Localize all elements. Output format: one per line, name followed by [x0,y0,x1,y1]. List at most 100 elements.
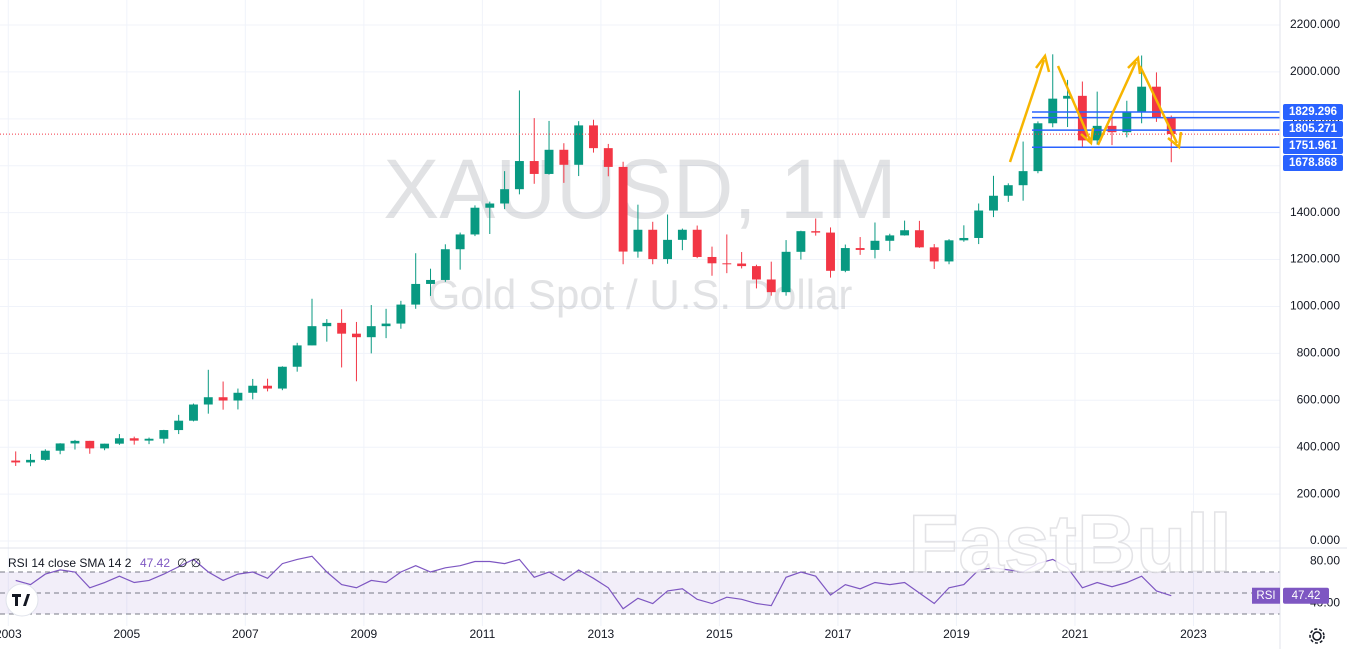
y-tick-label: 2200.000 [1290,17,1340,31]
candle-body [263,385,272,389]
candle-body [455,234,465,250]
arrow-head [1080,127,1095,146]
candle-body [248,385,258,393]
candle-body [352,333,361,338]
tradingview-logo[interactable] [5,583,39,617]
candle-body [663,239,672,260]
candle-body [1048,98,1058,124]
candle-body [1137,86,1147,113]
rsi-value: 47.42 [1292,590,1321,602]
candle-body [277,366,287,389]
x-tick-label: 2017 [825,627,852,641]
candle-body [514,161,524,190]
pattern-arrows [1008,53,1183,163]
arrow-head [1167,131,1183,150]
candle-body [144,438,154,441]
x-tick-label: 2007 [232,627,259,641]
candle-body [189,404,198,421]
candle-body [796,231,806,252]
candle-body [885,235,895,241]
candle-body [1003,185,1013,196]
candle-body [1107,125,1117,133]
candle-body [959,237,969,241]
candle-body [677,229,687,240]
watermark-description: Gold Spot / U.S. Dollar [428,271,853,318]
arrow [1056,65,1092,141]
gear-teeth[interactable] [1309,628,1325,644]
candle-body [840,248,850,271]
watermark-symbol: XAUUSD, 1M [383,142,896,236]
y-tick-label: 1200.000 [1290,252,1340,266]
x-tick-label: 2015 [706,627,733,641]
rsi-value-badge [1283,587,1329,604]
candle-body [766,279,776,293]
y-tick-label: 200.000 [1297,486,1341,500]
candle-body [752,266,761,280]
y-tick-label: 800.000 [1297,346,1341,360]
x-tick-label: 2021 [1062,627,1089,641]
candle-body [411,283,421,305]
y-tick-label: 400.000 [1297,439,1341,453]
candle-body [1166,117,1176,135]
candle-body [944,240,954,262]
watermark-brand: FastBull [908,499,1231,590]
candle-body [218,397,228,401]
candle-body [233,392,243,401]
candle-body [929,247,939,262]
candle-body [440,249,450,280]
level-badge [1283,137,1343,154]
candle-body [648,229,658,260]
marks [0,54,1280,615]
x-tick-label: 2013 [588,627,615,641]
candle-body [26,459,35,463]
candle-body [603,148,613,167]
candle-body [337,322,347,334]
y-tick-label: 600.000 [1297,392,1341,406]
rsi-name: RSI [1256,590,1275,602]
arrow-head [1035,53,1051,73]
candle-body [470,207,480,235]
x-tick-label: 2005 [113,627,140,641]
x-tick-label: 2009 [351,627,378,641]
candle-body [855,248,865,250]
gear-center[interactable] [1312,631,1322,641]
candle-body [559,149,569,165]
level-label: 1829.296 [1289,106,1337,118]
candle-body [485,203,495,208]
candle-body [426,279,435,284]
candle-body [307,326,317,346]
level-label: 1678.868 [1289,157,1338,169]
candle-body [55,443,65,451]
x-tick-label: 2019 [943,627,970,641]
candle-body [11,460,21,463]
candle-body [396,304,406,324]
candle-body [114,438,124,444]
y-tick-label: 2000.000 [1290,64,1340,78]
candle-body [914,230,924,248]
level-label: 1805.271 [1289,123,1338,135]
y-tick-label: 1000.000 [1290,299,1340,313]
candle-body [692,229,702,257]
indicator-value: 47.42 [140,556,170,570]
arrow [1008,59,1046,163]
arrow [1096,61,1138,146]
candle-body [1092,125,1102,141]
candle-body [989,195,998,211]
candle-body [900,230,910,236]
rsi-line [15,555,1172,610]
candle-body [322,322,332,327]
candle-body [633,229,643,252]
settings-button[interactable] [1309,628,1325,644]
x-tick-label: 2023 [1180,627,1207,641]
candle-body [100,443,110,449]
candle-body [870,240,880,250]
x-tick-label: 2003 [0,627,22,641]
candle-body [159,430,169,439]
candle-body [974,210,984,238]
candle-body [737,263,747,267]
level-badge [1283,120,1343,137]
candle-body [618,166,628,252]
logo-badge[interactable] [5,583,39,617]
x-tick-label: 2011 [469,627,495,641]
